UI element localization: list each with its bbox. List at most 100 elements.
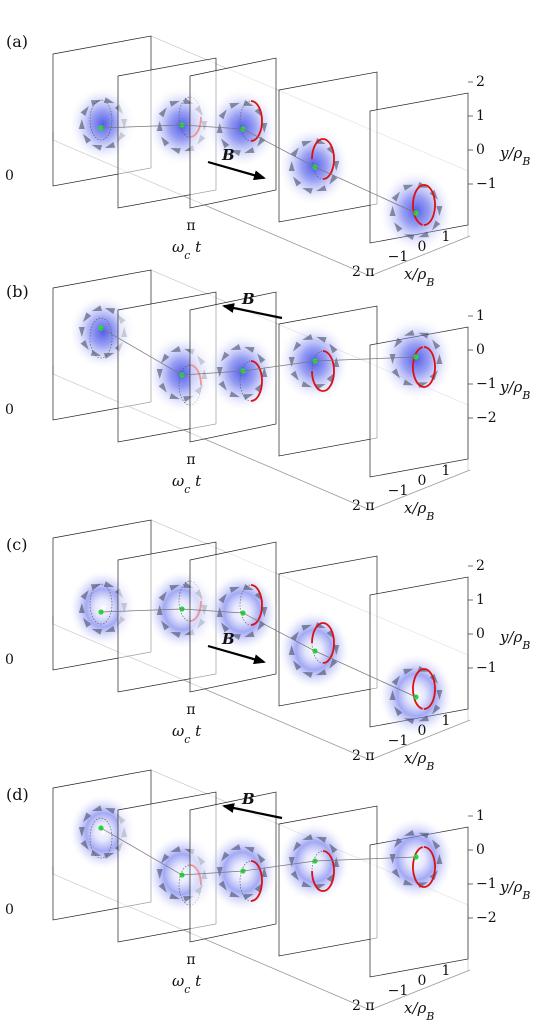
velocity-arrow bbox=[91, 628, 103, 635]
velocity-arrow bbox=[391, 675, 400, 686]
velocity-arrow bbox=[161, 136, 170, 147]
velocity-arrow bbox=[82, 133, 92, 144]
field-arrow bbox=[207, 644, 266, 665]
velocity-arrow bbox=[170, 346, 181, 352]
y-tick-label: 1 bbox=[476, 308, 485, 324]
velocity-arrow bbox=[103, 852, 115, 859]
time-tick-label: 0 bbox=[5, 902, 14, 918]
velocity-arrow bbox=[290, 147, 299, 158]
velocity-arrow bbox=[301, 881, 312, 888]
velocity-arrow bbox=[244, 147, 255, 154]
time-slice bbox=[369, 317, 469, 478]
x-tick-label: 0 bbox=[418, 473, 427, 489]
velocity-arrow bbox=[90, 584, 102, 590]
time-tick-label: π bbox=[186, 218, 195, 234]
velocity-arrow bbox=[261, 607, 268, 617]
y-tick-label: −2 bbox=[476, 910, 497, 926]
velocity-arrow bbox=[161, 353, 170, 364]
velocity-arrow bbox=[243, 584, 254, 590]
velocity-arrow bbox=[229, 586, 240, 593]
velocity-arrow bbox=[221, 851, 230, 862]
velocity-arrow bbox=[169, 393, 180, 400]
y-tick-label: 0 bbox=[476, 142, 485, 158]
velocity-arrow bbox=[90, 850, 102, 856]
orbit-arc bbox=[250, 360, 263, 402]
velocity-arrow bbox=[169, 893, 180, 900]
velocity-arrow bbox=[389, 854, 396, 864]
time-tick-label: 2 π bbox=[352, 498, 375, 514]
velocity-arrow bbox=[261, 123, 268, 133]
velocity-arrow bbox=[104, 308, 116, 314]
velocity-arrow bbox=[244, 346, 255, 353]
y-tick-label: 1 bbox=[476, 108, 485, 124]
velocity-arrow bbox=[161, 853, 170, 864]
velocity-arrow bbox=[389, 354, 396, 364]
x-axis-label: x/ρB bbox=[404, 749, 434, 773]
velocity-arrow bbox=[432, 839, 441, 850]
velocity-arrow bbox=[80, 106, 89, 116]
x-tick-label: 0 bbox=[418, 973, 427, 989]
velocity-arrow bbox=[221, 622, 230, 633]
velocity-arrow bbox=[293, 341, 302, 352]
panel-label: (a) bbox=[6, 32, 28, 51]
velocity-arrow bbox=[290, 870, 299, 881]
y-tick-label: 0 bbox=[476, 626, 485, 642]
velocity-arrow bbox=[302, 834, 313, 840]
x-tick-label: 0 bbox=[418, 239, 427, 255]
y-tick-label: −1 bbox=[476, 176, 497, 192]
frame-right-edge bbox=[369, 719, 471, 761]
velocity-arrow bbox=[218, 109, 227, 120]
orbit-path bbox=[89, 99, 113, 141]
panel-label: (d) bbox=[6, 785, 29, 804]
velocity-arrow bbox=[78, 827, 85, 837]
velocity-arrow bbox=[104, 626, 116, 632]
time-tick-label: 2 π bbox=[352, 998, 375, 1014]
velocity-arrow bbox=[230, 844, 241, 850]
velocity-arrow bbox=[293, 841, 302, 852]
orbit-arc bbox=[412, 668, 436, 710]
velocity-arrow bbox=[221, 138, 230, 149]
x-tick-label: 1 bbox=[442, 229, 451, 245]
velocity-arrow bbox=[404, 329, 415, 336]
velocity-arrow bbox=[293, 660, 302, 671]
velocity-arrow bbox=[91, 805, 103, 812]
x-tick-label: 1 bbox=[442, 463, 451, 479]
velocity-arrow bbox=[302, 334, 313, 340]
velocity-arrow bbox=[333, 645, 340, 655]
velocity-arrow bbox=[389, 690, 396, 700]
center-trajectory bbox=[100, 327, 417, 376]
y-tick-label: −1 bbox=[476, 876, 497, 892]
velocity-arrow bbox=[216, 123, 223, 133]
velocity-arrow bbox=[290, 370, 299, 381]
time-slice bbox=[189, 57, 278, 209]
y-axis-label: y/ρB bbox=[499, 144, 530, 168]
orbit-arc bbox=[311, 138, 335, 180]
velocity-arrow bbox=[218, 880, 227, 891]
x-tick-label: 0 bbox=[418, 723, 427, 739]
velocity-arrow bbox=[261, 367, 268, 377]
velocity-arrow bbox=[78, 327, 85, 337]
velocity-arrow bbox=[90, 100, 102, 106]
velocity-arrow bbox=[436, 854, 443, 864]
velocity-arrow bbox=[432, 339, 441, 350]
velocity-arrow bbox=[436, 206, 443, 216]
orbit-arc bbox=[311, 622, 335, 664]
time-slice bbox=[278, 805, 378, 957]
velocity-arrow bbox=[333, 161, 340, 171]
y-axis-label: y/ρB bbox=[499, 628, 530, 652]
velocity-arrow bbox=[91, 144, 103, 151]
velocity-arrow bbox=[432, 704, 441, 715]
velocity-arrow bbox=[403, 668, 414, 675]
velocity-arrow bbox=[394, 706, 403, 717]
time-axis-label: ωc t bbox=[172, 972, 202, 996]
velocity-arrow bbox=[288, 357, 295, 367]
time-slice bbox=[189, 791, 278, 943]
orbit-arc bbox=[250, 860, 263, 902]
orbit-path bbox=[89, 583, 113, 625]
velocity-arrow bbox=[229, 102, 240, 109]
x-tick-label: −1 bbox=[388, 249, 409, 265]
velocity-arrow bbox=[103, 352, 115, 359]
